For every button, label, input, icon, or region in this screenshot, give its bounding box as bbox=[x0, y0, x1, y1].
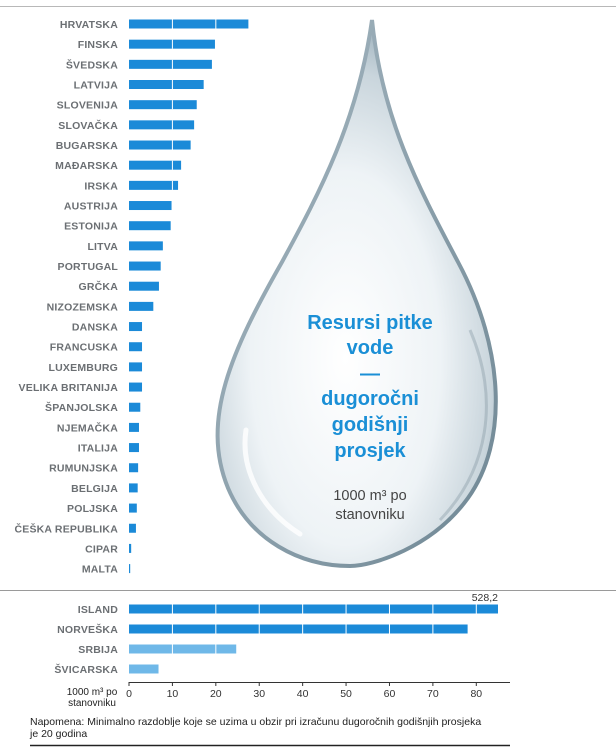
title-line: dugoročni bbox=[321, 388, 419, 410]
category-label: VELIKA BRITANIJA bbox=[19, 382, 119, 394]
bar bbox=[129, 140, 191, 150]
tick-label: 10 bbox=[167, 688, 179, 700]
category-label: ŠVEDSKA bbox=[66, 58, 118, 71]
bar bbox=[129, 564, 131, 574]
category-label: RUMUNJSKA bbox=[49, 463, 118, 475]
category-label: MAĐARSKA bbox=[55, 160, 118, 172]
data-label: 528,2 bbox=[472, 592, 498, 604]
tick-label: 50 bbox=[340, 688, 352, 700]
tick-label: 20 bbox=[210, 688, 222, 700]
bar bbox=[129, 644, 237, 654]
category-label: IRSKA bbox=[84, 180, 118, 192]
category-label: GRČKA bbox=[79, 280, 119, 293]
tick-label: 30 bbox=[253, 688, 265, 700]
category-label: PORTUGAL bbox=[57, 261, 118, 273]
category-label: FINSKA bbox=[78, 39, 118, 51]
category-label: LATVIJA bbox=[74, 80, 119, 92]
category-label: DANSKA bbox=[72, 322, 118, 334]
bar bbox=[129, 301, 154, 311]
tick-label: 40 bbox=[297, 688, 309, 700]
title-line: godišnji bbox=[332, 414, 409, 436]
bar bbox=[129, 221, 171, 231]
category-label: ŠVICARSKA bbox=[54, 663, 118, 676]
category-label: NIZOZEMSKA bbox=[47, 301, 119, 313]
category-label: LITVA bbox=[87, 241, 118, 253]
bars-layer: HRVATSKA FINSKA ŠVEDSKA LATVIJA SLOVENIJA SLO… bbox=[0, 19, 616, 676]
bar bbox=[129, 160, 182, 170]
bar bbox=[129, 261, 161, 271]
bar bbox=[129, 180, 179, 190]
subtitle-line: 1000 m³ po bbox=[333, 488, 406, 504]
subtitle-line: stanovniku bbox=[335, 507, 404, 523]
bar bbox=[129, 543, 132, 553]
bar bbox=[129, 362, 143, 372]
category-label: MALTA bbox=[82, 564, 118, 576]
bar bbox=[129, 664, 159, 674]
category-label: SLOVENIJA bbox=[57, 100, 119, 112]
category-label: NORVEŠKA bbox=[57, 623, 118, 636]
category-label: HRVATSKA bbox=[60, 19, 118, 31]
tick-label: 80 bbox=[470, 688, 482, 700]
category-label: SRBIJA bbox=[78, 644, 118, 656]
category-label: CIPAR bbox=[85, 543, 118, 555]
title-line: Resursi pitke bbox=[307, 312, 433, 334]
chart-title: Resursi pitke vode — dugoročni godišnji prosj… bbox=[307, 312, 433, 523]
category-label: ŠPANJOLSKA bbox=[45, 401, 118, 414]
axis-unit-label: stanovniku bbox=[68, 698, 116, 709]
bar bbox=[129, 483, 138, 493]
bar bbox=[129, 523, 136, 533]
category-label: POLJSKA bbox=[67, 503, 118, 515]
category-label: ESTONIJA bbox=[64, 221, 118, 233]
tick-label: 0 bbox=[126, 688, 132, 700]
bar bbox=[129, 201, 172, 211]
title-line: — bbox=[360, 363, 380, 385]
drop-shape bbox=[215, 19, 498, 569]
bar bbox=[129, 624, 468, 634]
bar bbox=[129, 80, 204, 90]
bar bbox=[129, 59, 212, 69]
bar bbox=[129, 422, 139, 432]
bar bbox=[129, 463, 139, 473]
drop-shadow-rim bbox=[438, 329, 488, 522]
tick-label: 60 bbox=[384, 688, 396, 700]
bar bbox=[129, 402, 141, 412]
bar bbox=[129, 241, 163, 251]
category-label: NJEMAČKA bbox=[57, 421, 118, 434]
bar bbox=[129, 120, 195, 130]
category-label: SLOVAČKA bbox=[58, 119, 118, 132]
title-line: vode bbox=[347, 337, 394, 359]
category-label: BUGARSKA bbox=[56, 140, 118, 152]
bar bbox=[129, 443, 139, 453]
axis-unit-label: 1000 m³ po bbox=[67, 687, 118, 698]
water-drop-illustration bbox=[215, 19, 498, 569]
bar bbox=[129, 342, 143, 352]
bar bbox=[129, 382, 143, 392]
bar bbox=[129, 322, 143, 332]
bar bbox=[129, 100, 197, 110]
category-label: AUSTRIJA bbox=[64, 201, 118, 213]
category-label: ITALIJA bbox=[78, 443, 119, 455]
tick-label: 70 bbox=[427, 688, 439, 700]
bar bbox=[129, 19, 249, 29]
category-label: BELGIJA bbox=[71, 483, 118, 495]
bar bbox=[129, 503, 137, 513]
bar bbox=[129, 604, 498, 614]
category-label: ČEŠKA REPUBLIKA bbox=[14, 522, 118, 535]
category-label: LUXEMBURG bbox=[49, 362, 118, 374]
title-line: prosjek bbox=[334, 440, 406, 462]
footnote: Napomena: Minimalno razdoblje koje se uz… bbox=[30, 716, 482, 740]
category-label: FRANCUSKA bbox=[50, 342, 119, 354]
bar bbox=[129, 281, 159, 291]
drop-highlight bbox=[242, 427, 303, 537]
category-label: ISLAND bbox=[78, 604, 118, 616]
